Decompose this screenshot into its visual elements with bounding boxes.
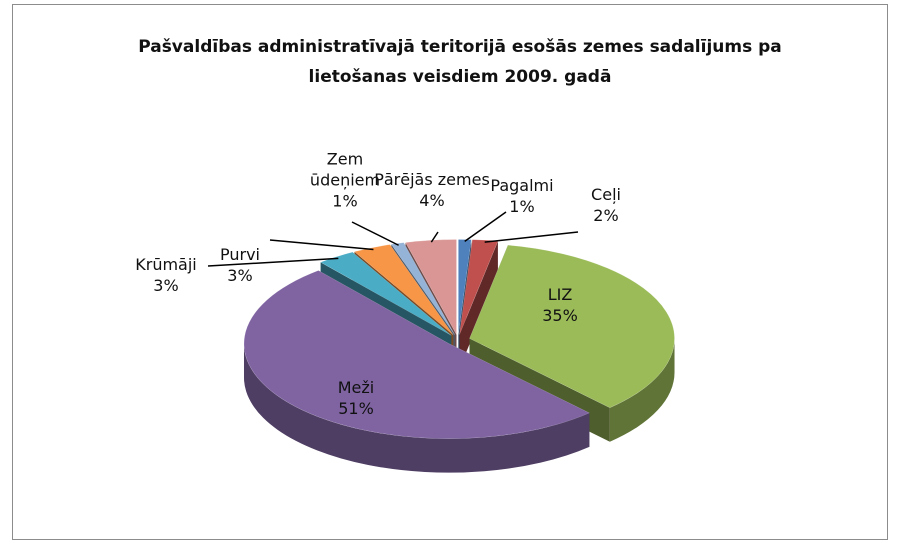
data-label: LIZ 35%: [542, 284, 578, 326]
slice: [469, 244, 675, 408]
leader-line: [351, 221, 399, 246]
data-label: Pārējās zemes 4%: [374, 169, 490, 211]
slice-edge: [459, 241, 498, 369]
category-label: Pārējās zemes: [374, 170, 490, 189]
value-label: 3%: [227, 266, 253, 285]
leader-line: [269, 239, 374, 251]
leader-line: [207, 257, 339, 267]
chart-frame: [12, 4, 888, 540]
value-label: 4%: [419, 191, 445, 210]
value-label: 3%: [153, 276, 179, 295]
data-label: Krūmāji 3%: [135, 254, 197, 296]
category-label: Purvi: [220, 245, 260, 264]
data-label: Pagalmi 1%: [490, 175, 553, 217]
value-label: 51%: [338, 399, 374, 418]
category-label: LIZ: [547, 285, 573, 304]
category-label: Ceļi: [591, 185, 621, 204]
category-label: Pagalmi: [490, 176, 554, 195]
value-label: 35%: [542, 306, 578, 325]
chart-title: Pašvaldības administratīvajā teritorijā …: [138, 37, 782, 87]
slice: [243, 270, 590, 439]
slice-side: [243, 343, 590, 473]
slice: [319, 251, 452, 336]
slice: [390, 242, 455, 335]
data-label: Ceļi 2%: [591, 184, 621, 226]
data-label: Zem ūdeņiem 1%: [305, 149, 385, 212]
slice-side: [609, 338, 675, 442]
category-label: Zem ūdeņiem: [309, 149, 381, 190]
data-label: Meži 51%: [338, 377, 375, 419]
data-label: Purvi 3%: [220, 244, 260, 286]
leader-line: [484, 231, 579, 243]
slice: [405, 239, 457, 336]
slice: [353, 244, 454, 336]
category-label: Krūmāji: [135, 255, 197, 274]
slice: [458, 239, 472, 335]
value-label: 1%: [509, 197, 535, 216]
value-label: 2%: [593, 206, 619, 225]
leader-line: [430, 231, 439, 243]
value-label: 1%: [332, 191, 358, 211]
leader-line: [464, 211, 507, 242]
category-label: Meži: [337, 378, 375, 397]
